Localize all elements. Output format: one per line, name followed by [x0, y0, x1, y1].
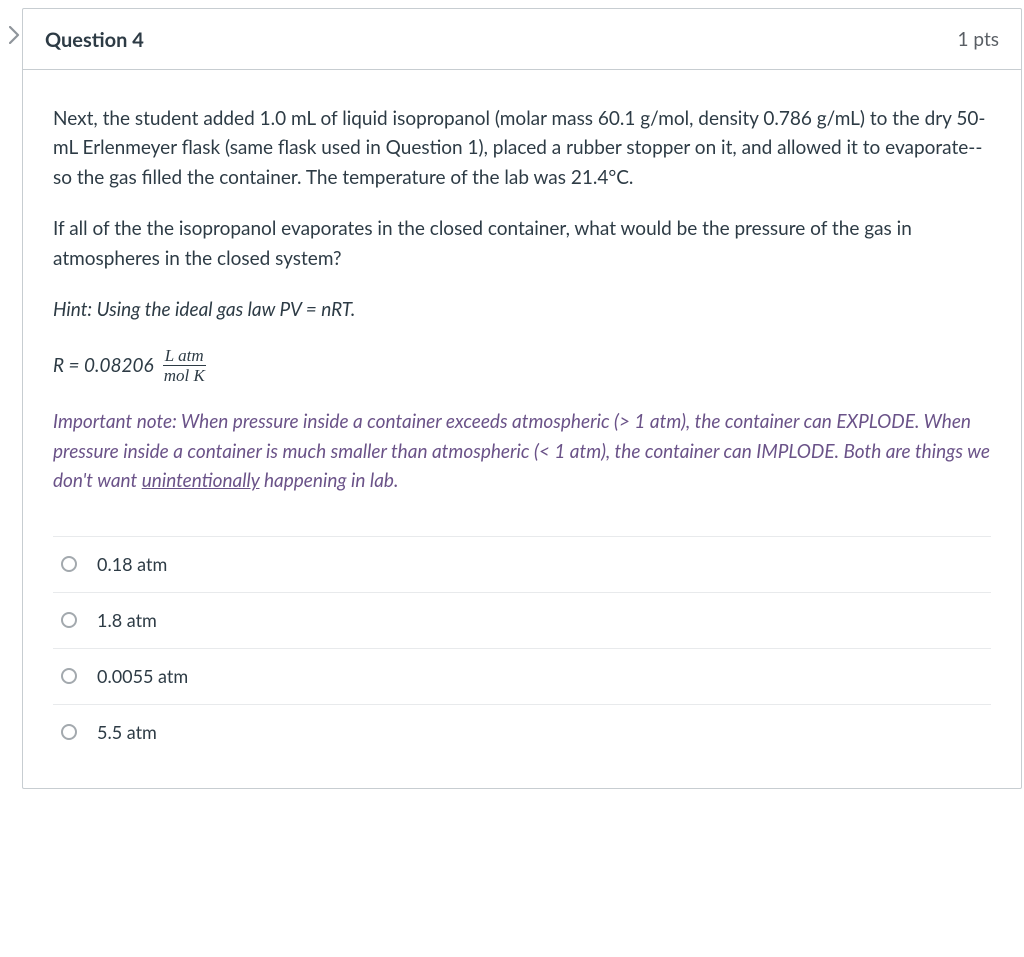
chevron-column: [0, 8, 22, 44]
answer-option[interactable]: 0.0055 atm: [53, 649, 991, 705]
question-header: Question 4 1 pts: [23, 9, 1021, 70]
chevron-right-icon: [9, 26, 20, 44]
gas-constant-denominator: mol K: [162, 366, 207, 385]
answer-label: 5.5 atm: [97, 719, 157, 746]
answer-option[interactable]: 1.8 atm: [53, 593, 991, 649]
page-wrap: Question 4 1 pts Next, the student added…: [0, 0, 1024, 789]
question-paragraph-1: Next, the student added 1.0 mL of liquid…: [53, 104, 991, 192]
answer-option[interactable]: 0.18 atm: [53, 537, 991, 593]
answer-list: 0.18 atm 1.8 atm 0.0055 atm 5.5 atm: [53, 536, 991, 760]
radio-icon[interactable]: [61, 668, 77, 684]
radio-icon[interactable]: [61, 724, 77, 740]
gas-constant-numerator: L atm: [163, 347, 206, 367]
question-title: Question 4: [45, 25, 144, 55]
radio-icon[interactable]: [61, 612, 77, 628]
answer-label: 1.8 atm: [97, 607, 157, 634]
important-note-part2: happening in lab.: [260, 469, 399, 492]
question-hint: Hint: Using the ideal gas law PV = nRT.: [53, 295, 991, 324]
answer-label: 0.18 atm: [97, 551, 167, 578]
question-points: 1 pts: [958, 26, 999, 55]
important-note: Important note: When pressure inside a c…: [53, 407, 991, 495]
radio-icon[interactable]: [61, 556, 77, 572]
question-body: Next, the student added 1.0 mL of liquid…: [23, 70, 1021, 788]
question-card: Question 4 1 pts Next, the student added…: [22, 8, 1022, 789]
gas-constant-fraction: L atm mol K: [162, 347, 207, 386]
important-note-underline: unintentionally: [142, 469, 260, 492]
gas-constant: R = 0.08206 L atm mol K: [53, 347, 991, 386]
question-paragraph-2: If all of the the isopropanol evaporates…: [53, 214, 991, 273]
answer-label: 0.0055 atm: [97, 663, 188, 690]
answer-option[interactable]: 5.5 atm: [53, 705, 991, 760]
gas-constant-prefix: R = 0.08206: [53, 351, 154, 380]
